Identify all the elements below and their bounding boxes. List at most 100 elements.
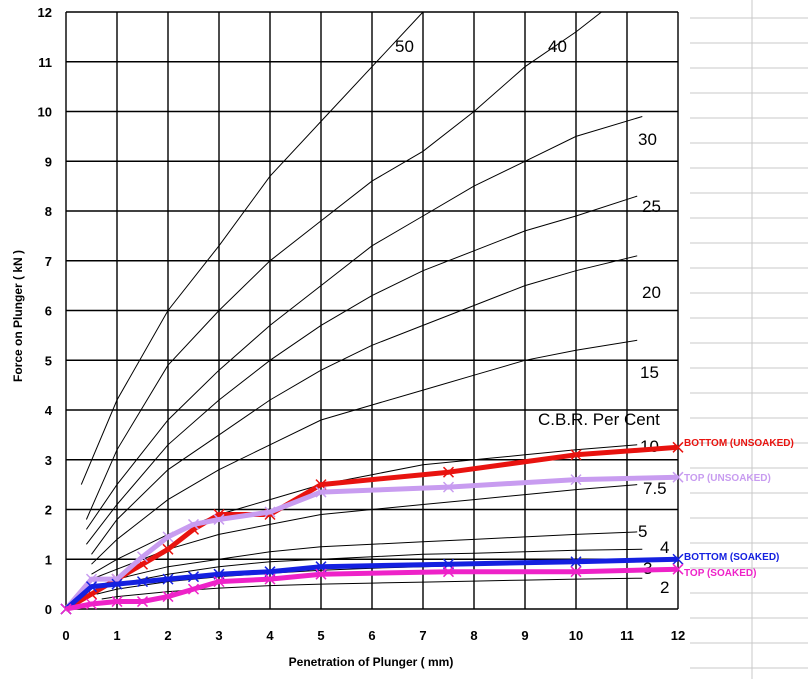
series-marker <box>264 506 276 518</box>
series-marker <box>187 518 200 530</box>
marker-stroke <box>162 543 174 555</box>
y-axis-title: Force on Plunger ( kN ) <box>11 250 25 382</box>
series-marker <box>162 543 174 555</box>
marker-stroke <box>570 449 582 461</box>
y-tick-label: 7 <box>45 254 52 269</box>
cbr-curve-label: 4 <box>660 538 669 557</box>
series-marker <box>570 474 582 486</box>
cbr-curve-40 <box>85 11 602 520</box>
cbr-curve-label: 2 <box>660 578 669 597</box>
marker-stroke <box>85 581 98 593</box>
series-marker <box>442 566 455 578</box>
cbr-curve-label: 15 <box>640 363 659 382</box>
series-marker <box>162 573 174 585</box>
x-tick-label: 3 <box>215 628 222 643</box>
y-tick-label: 6 <box>45 304 52 319</box>
series-marker <box>136 576 149 588</box>
series-label: TOP (SOAKED) <box>684 568 756 579</box>
cbr-curve-20 <box>91 255 638 555</box>
chart-grid <box>65 11 679 610</box>
y-tick-label: 2 <box>45 503 52 518</box>
x-tick-label: 0 <box>62 628 69 643</box>
series-marker <box>85 598 98 610</box>
series-marker <box>111 596 123 608</box>
series-label: TOP (UNSOAKED) <box>684 473 771 484</box>
marker-stroke <box>111 578 123 590</box>
x-tick-label: 1 <box>113 628 120 643</box>
series-line <box>65 566 679 612</box>
marker-stroke <box>187 571 200 583</box>
x-tick-label: 5 <box>317 628 324 643</box>
cbr-curve-label: 5 <box>638 522 647 541</box>
cbr-curve-15 <box>91 339 638 565</box>
series-marker <box>60 603 72 615</box>
marker-stroke <box>162 591 174 603</box>
marker-stroke <box>570 566 582 578</box>
series-marker <box>672 563 684 575</box>
series-label: BOTTOM (SOAKED) <box>684 552 779 563</box>
marker-stroke <box>136 576 149 588</box>
x-tick-label: 7 <box>419 628 426 643</box>
y-tick-label: 3 <box>45 453 52 468</box>
y-tick-label: 4 <box>45 403 53 418</box>
background-spreadsheet-lines <box>690 0 808 679</box>
y-tick-label: 1 <box>45 552 52 567</box>
y-tick-label: 5 <box>45 353 52 368</box>
series-marker <box>264 573 276 585</box>
series-marker <box>570 556 582 568</box>
series-marker <box>162 591 174 603</box>
marker-stroke <box>213 513 225 525</box>
marker-stroke <box>672 441 684 453</box>
series-marker <box>213 576 225 588</box>
series-marker <box>136 596 149 608</box>
cbr-curve-4 <box>96 548 643 590</box>
marker-stroke <box>187 518 200 530</box>
marker-stroke <box>570 474 582 486</box>
cbr-curve-label: 40 <box>548 37 567 56</box>
marker-stroke <box>213 576 225 588</box>
marker-stroke <box>442 466 455 478</box>
series-marker <box>85 581 98 593</box>
x-tick-label: 2 <box>164 628 171 643</box>
x-tick-label: 12 <box>671 628 685 643</box>
y-tick-label: 12 <box>38 5 52 20</box>
marker-stroke <box>442 566 455 578</box>
x-tick-label: 11 <box>620 628 634 643</box>
data-series: BOTTOM (UNSOAKED) TOP (UNSOAKED) BOTTOM (S… <box>60 438 794 615</box>
cbr-curve-label: 7.5 <box>643 479 667 498</box>
series-marker <box>672 441 684 453</box>
marker-stroke <box>60 603 72 615</box>
x-axis-title: Penetration of Plunger ( mm) <box>289 655 454 669</box>
marker-stroke <box>264 506 276 518</box>
marker-stroke <box>264 573 276 585</box>
marker-stroke <box>111 596 123 608</box>
series-marker <box>213 513 225 525</box>
y-tick-label: 11 <box>38 55 52 70</box>
marker-stroke <box>672 553 684 565</box>
marker-stroke <box>570 556 582 568</box>
marker-stroke <box>672 471 684 483</box>
marker-stroke <box>315 568 327 580</box>
cbr-curve-label: 30 <box>638 130 657 149</box>
series-marker <box>111 578 123 590</box>
series-marker <box>315 486 327 498</box>
y-tick-label: 8 <box>45 204 52 219</box>
cbr-curve-label: 25 <box>642 197 661 216</box>
series-marker <box>136 551 149 563</box>
x-tick-label: 6 <box>368 628 375 643</box>
series-marker <box>187 571 200 583</box>
marker-stroke <box>162 531 174 543</box>
x-tick-label: 8 <box>470 628 477 643</box>
cbr-curve-30 <box>85 116 643 530</box>
series-label: BOTTOM (UNSOAKED) <box>684 438 794 449</box>
x-tick-label: 9 <box>521 628 528 643</box>
series-marker <box>315 568 327 580</box>
marker-stroke <box>85 598 98 610</box>
series-line <box>64 556 679 611</box>
series-marker <box>570 449 582 461</box>
cbr-per-cent-annotation: C.B.R. Per Cent <box>538 410 660 429</box>
cbr-curve-label: 20 <box>642 283 661 302</box>
marker-stroke <box>187 583 200 595</box>
